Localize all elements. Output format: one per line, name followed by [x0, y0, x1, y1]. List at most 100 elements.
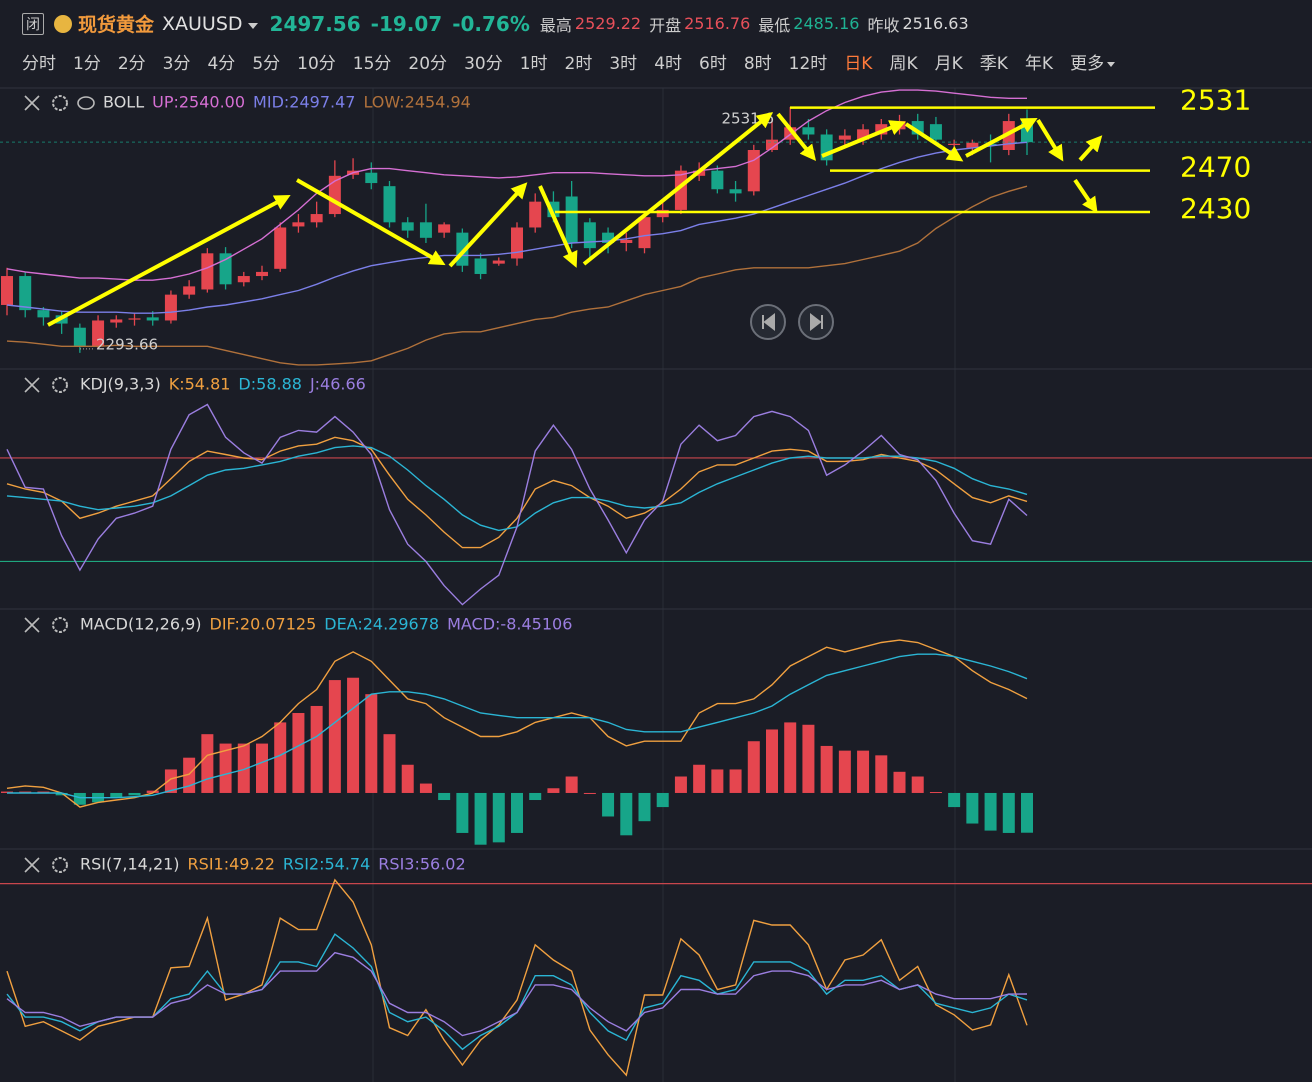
period-tab[interactable]: 15分	[352, 54, 392, 74]
low-label: 2293.66	[96, 335, 158, 353]
candle-body	[37, 310, 50, 318]
period-tab[interactable]: 3时	[609, 54, 638, 74]
candle-body	[565, 196, 578, 243]
arrow	[296, 178, 446, 266]
macd-bar	[456, 792, 469, 833]
candle-body	[966, 142, 979, 148]
period-tab[interactable]: 1分	[73, 54, 101, 74]
legend-entry: D:58.88	[238, 375, 302, 394]
macd-bar	[820, 745, 833, 793]
level-label: 2470	[1180, 151, 1251, 184]
indicator-line	[6, 89, 1027, 281]
period-tabs: 分时 1分 2分 3分 4分 5分 10分 15分 20分 30分 1时 2时 3时 4时 6时 8时 12时日…	[22, 49, 1115, 74]
period-tab[interactable]: 分时	[22, 54, 56, 74]
period-tab[interactable]: 2分	[117, 54, 146, 74]
candle-body	[857, 129, 870, 140]
period-tab[interactable]: 4时	[654, 54, 683, 74]
macd-bar	[274, 722, 287, 793]
macd-bar	[292, 713, 305, 793]
arrow	[47, 194, 291, 327]
legend-entry: MACD:-8.45106	[447, 615, 572, 634]
macd-bar	[529, 792, 542, 801]
indicator-line	[6, 185, 1028, 366]
indicator-line	[6, 878, 1028, 1077]
price: 2497.56	[269, 11, 361, 36]
stat-label: 最高	[539, 15, 572, 35]
macd-bar	[37, 791, 50, 793]
candle-body	[419, 222, 432, 238]
legends: BOLL UP:2540.00 MID:2497.47 LOW:2454.94 KDJ(…	[24, 93, 572, 874]
macd-bar	[747, 741, 760, 793]
macd-bar	[911, 776, 924, 793]
macd-bar	[474, 792, 487, 845]
period-tab[interactable]: 30分	[464, 54, 503, 74]
period-tab[interactable]: 8时	[743, 54, 772, 74]
legend-entry: LOW:2454.94	[363, 93, 470, 112]
macd-bar	[602, 792, 615, 817]
legend-entry: KDJ(9,3,3)	[80, 375, 161, 394]
candle-body	[438, 224, 451, 233]
macd-bar	[401, 764, 414, 793]
symbol[interactable]: XAUUSD	[162, 12, 243, 35]
macd-bar	[984, 792, 997, 831]
close-icon	[24, 857, 40, 873]
period-tab[interactable]: 2时	[564, 54, 593, 74]
stat-value: 2516.63	[902, 14, 969, 33]
legend-entry: J:46.66	[309, 375, 366, 394]
period-tab[interactable]: 4分	[207, 54, 236, 74]
macd-bar	[729, 769, 742, 793]
macd-bar	[893, 771, 906, 793]
period-tab[interactable]: 1时	[519, 54, 548, 74]
period-tab[interactable]: 3分	[162, 54, 191, 74]
header: 闭 现货黄金 XAUUSD 2497.56 -19.07 -0.76% 最高 25…	[0, 0, 1312, 86]
macd-bar	[784, 722, 797, 793]
macd-bar	[219, 743, 232, 793]
period-tab[interactable]: 10分	[297, 54, 336, 74]
macd-bar	[674, 776, 687, 793]
candle-body	[292, 222, 305, 227]
macd-bar	[1021, 792, 1033, 833]
macd-bar	[583, 792, 596, 794]
period-tab[interactable]: 周K	[889, 54, 918, 74]
legend-entry: RSI3:56.02	[378, 855, 465, 874]
macd-bar	[128, 792, 141, 796]
macd-bar	[419, 783, 432, 793]
period-tab[interactable]: 20分	[408, 54, 448, 74]
prev-icon	[762, 312, 775, 332]
period-tab[interactable]: 更多	[1070, 49, 1115, 74]
legend-entry: RSI(7,14,21)	[80, 855, 180, 874]
period-tab[interactable]: 月K	[934, 54, 963, 74]
symbol-caret[interactable]	[247, 22, 258, 29]
candle-body	[1, 276, 13, 305]
candle-body	[838, 135, 851, 140]
settings-icon	[52, 857, 68, 873]
period-tab[interactable]: 季K	[979, 54, 1008, 74]
period-tab[interactable]: 6时	[699, 54, 727, 74]
period-tab[interactable]: 5分	[252, 54, 281, 74]
macd-bar	[656, 792, 669, 808]
macd-bar	[766, 729, 778, 793]
arrow	[1078, 135, 1103, 162]
period-tab[interactable]: 年K	[1024, 54, 1054, 74]
stat-label: 开盘	[649, 15, 682, 35]
period-tab[interactable]: 日K	[844, 54, 873, 74]
candle-body	[110, 319, 123, 323]
level-label: 2531	[1180, 84, 1251, 117]
macd-bar	[857, 750, 870, 793]
macd-bar	[310, 705, 323, 793]
candle-body	[583, 222, 596, 249]
stat-value: 2485.16	[793, 14, 860, 33]
candle-body	[711, 170, 724, 190]
next-icon	[810, 312, 823, 332]
background	[0, 87, 1312, 1082]
period-tab[interactable]: 12时	[788, 54, 828, 74]
candle-body	[656, 209, 669, 218]
level-label: 2430	[1180, 192, 1251, 225]
macd-bar	[237, 743, 250, 793]
candle-body	[274, 227, 287, 269]
candle-body	[128, 318, 141, 320]
legend-entry: DIF:20.07125	[210, 615, 317, 634]
macd-bar	[711, 769, 724, 793]
arrow	[1036, 118, 1064, 162]
macd-bar	[256, 743, 268, 793]
